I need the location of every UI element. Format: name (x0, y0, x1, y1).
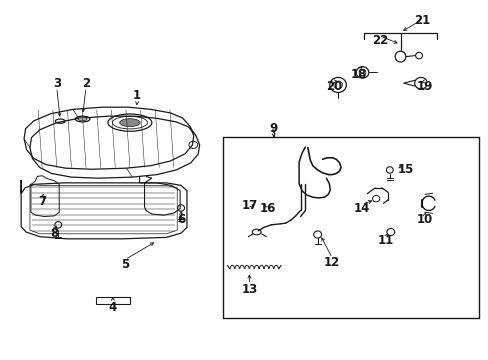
Text: 10: 10 (416, 213, 432, 226)
Text: 3: 3 (53, 77, 61, 90)
Text: 16: 16 (259, 202, 276, 215)
Text: 17: 17 (241, 199, 257, 212)
Text: 7: 7 (38, 195, 46, 208)
Text: 6: 6 (177, 213, 185, 226)
Text: 18: 18 (350, 68, 366, 81)
Text: 22: 22 (371, 33, 387, 47)
Text: 12: 12 (324, 256, 340, 269)
Text: 2: 2 (82, 77, 90, 90)
Text: 8: 8 (50, 227, 59, 240)
Text: 21: 21 (413, 14, 430, 27)
Ellipse shape (120, 119, 140, 127)
Text: 1: 1 (133, 89, 141, 102)
Text: 20: 20 (326, 80, 342, 93)
Ellipse shape (78, 117, 87, 121)
Text: 5: 5 (121, 258, 129, 271)
Text: 14: 14 (353, 202, 369, 215)
Text: 11: 11 (377, 234, 393, 247)
Text: 15: 15 (396, 163, 413, 176)
Text: 19: 19 (416, 80, 432, 93)
Text: 13: 13 (241, 283, 257, 296)
Text: 9: 9 (269, 122, 277, 135)
Text: 4: 4 (108, 301, 117, 314)
